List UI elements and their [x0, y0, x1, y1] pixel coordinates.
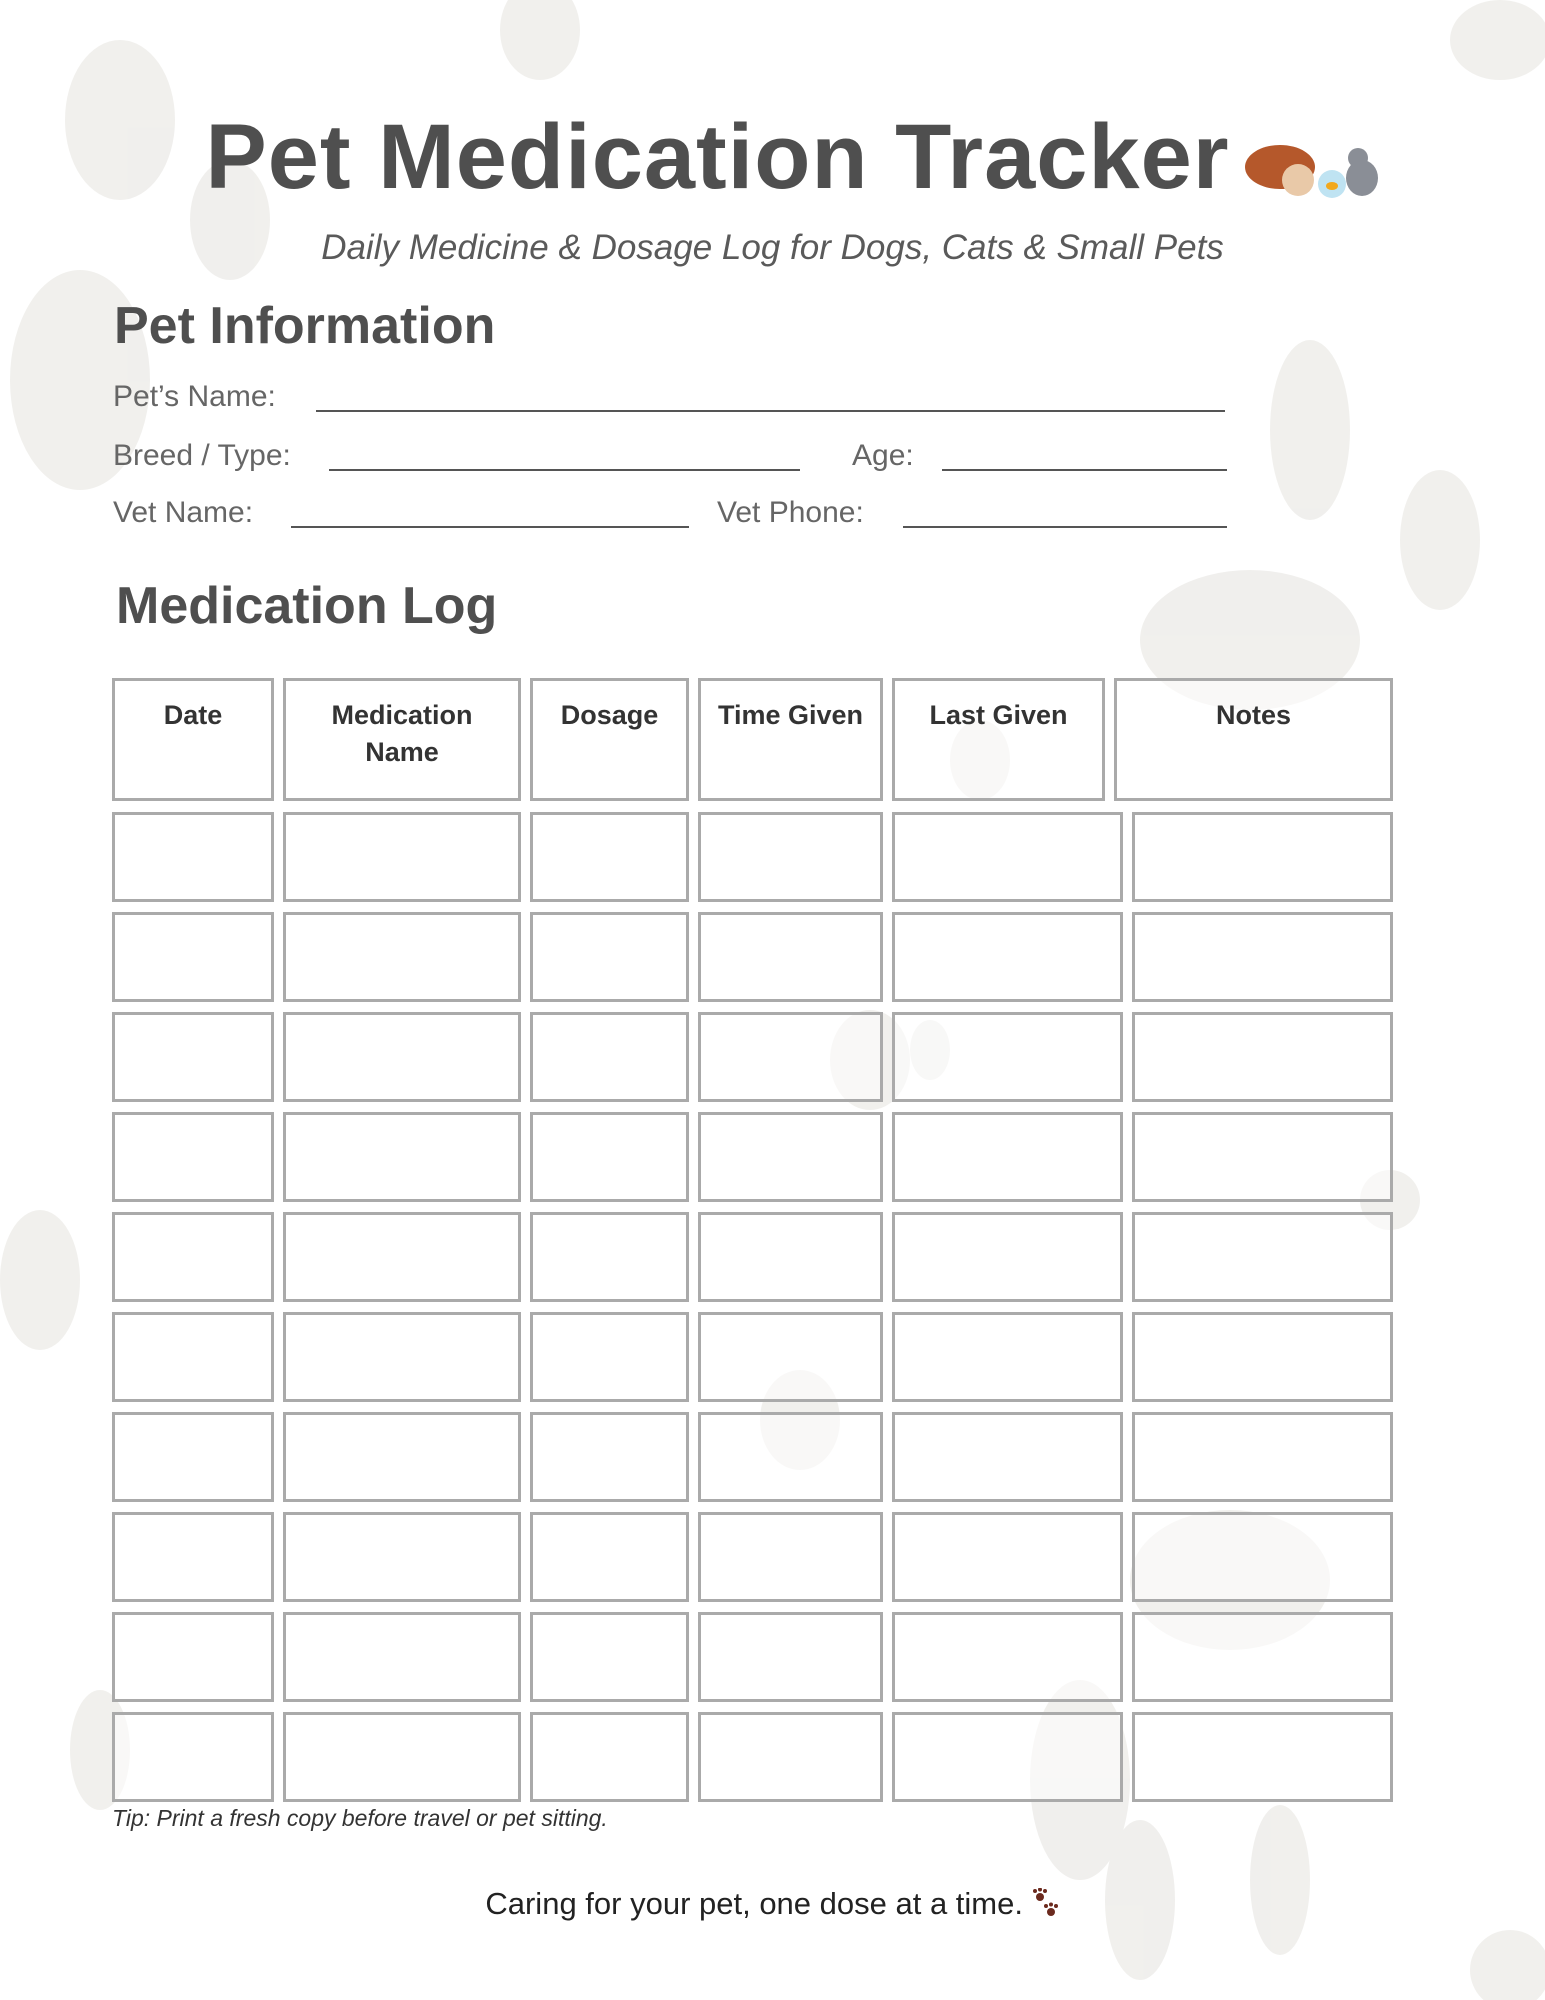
log-cell[interactable] — [698, 1112, 883, 1202]
log-cell[interactable] — [283, 1712, 521, 1802]
log-cell[interactable] — [530, 1012, 689, 1102]
vet-phone-field[interactable] — [903, 526, 1227, 528]
pet-name-label: Pet’s Name: — [113, 380, 276, 413]
log-cell[interactable] — [283, 1412, 521, 1502]
log-cell[interactable] — [112, 912, 274, 1002]
log-cell[interactable] — [530, 1712, 689, 1802]
log-cell[interactable] — [283, 1112, 521, 1202]
breed-field[interactable] — [329, 469, 800, 471]
vet-name-field[interactable] — [291, 526, 689, 528]
log-cell[interactable] — [698, 1712, 883, 1802]
log-cell[interactable] — [698, 1012, 883, 1102]
header-cell: Time Given — [698, 678, 883, 801]
log-cell[interactable] — [1132, 812, 1393, 902]
log-cell[interactable] — [112, 1612, 274, 1702]
log-cell[interactable] — [892, 1312, 1123, 1402]
log-cell[interactable] — [283, 1512, 521, 1602]
log-cell[interactable] — [283, 912, 521, 1002]
log-cell[interactable] — [530, 1312, 689, 1402]
log-cell[interactable] — [1132, 1012, 1393, 1102]
log-cell[interactable] — [892, 1512, 1123, 1602]
log-cell[interactable] — [892, 812, 1123, 902]
header-cell: Dosage — [530, 678, 689, 801]
log-cell[interactable] — [283, 1312, 521, 1402]
log-cell[interactable] — [698, 1412, 883, 1502]
pets-illustration-icon — [1245, 145, 1378, 198]
log-cell[interactable] — [892, 1112, 1123, 1202]
log-cell[interactable] — [530, 1612, 689, 1702]
subtitle: Daily Medicine & Dosage Log for Dogs, Ca… — [321, 228, 1224, 267]
log-cell[interactable] — [1132, 1212, 1393, 1302]
log-cell[interactable] — [283, 1612, 521, 1702]
log-cell[interactable] — [698, 1312, 883, 1402]
vet-phone-label: Vet Phone: — [717, 496, 864, 529]
log-cell[interactable] — [112, 1012, 274, 1102]
log-cell[interactable] — [1132, 912, 1393, 1002]
log-cell[interactable] — [892, 1012, 1123, 1102]
log-cell[interactable] — [892, 912, 1123, 1002]
log-cell[interactable] — [112, 1312, 274, 1402]
breed-label: Breed / Type: — [113, 439, 291, 472]
log-cell[interactable] — [283, 1212, 521, 1302]
tip-text: Tip: Print a fresh copy before travel or… — [112, 1805, 608, 1831]
log-cell[interactable] — [892, 1712, 1123, 1802]
header-cell: Last Given — [892, 678, 1105, 801]
header-cell: Date — [112, 678, 274, 801]
log-cell[interactable] — [112, 1712, 274, 1802]
log-cell[interactable] — [1132, 1412, 1393, 1502]
log-cell[interactable] — [1132, 1712, 1393, 1802]
log-cell[interactable] — [892, 1412, 1123, 1502]
log-cell[interactable] — [112, 1512, 274, 1602]
log-cell[interactable] — [530, 812, 689, 902]
header-cell: Notes — [1114, 678, 1393, 801]
log-cell[interactable] — [698, 1512, 883, 1602]
age-field[interactable] — [942, 469, 1227, 471]
log-cell[interactable] — [1132, 1512, 1393, 1602]
age-label: Age: — [852, 439, 914, 472]
log-cell[interactable] — [1132, 1312, 1393, 1402]
log-cell[interactable] — [112, 1112, 274, 1202]
header-cell: Medication Name — [283, 678, 521, 801]
log-cell[interactable] — [112, 812, 274, 902]
log-cell[interactable] — [530, 1512, 689, 1602]
log-cell[interactable] — [530, 912, 689, 1002]
paw-prints-icon — [1032, 1887, 1058, 1916]
page-title: Pet Medication Tracker — [205, 106, 1230, 208]
log-cell[interactable] — [283, 812, 521, 902]
log-cell[interactable] — [698, 812, 883, 902]
log-cell[interactable] — [698, 1612, 883, 1702]
log-cell[interactable] — [1132, 1112, 1393, 1202]
medication-log-heading: Medication Log — [116, 577, 498, 635]
log-cell[interactable] — [112, 1412, 274, 1502]
pet-name-field[interactable] — [316, 410, 1225, 412]
log-cell[interactable] — [112, 1212, 274, 1302]
log-cell[interactable] — [892, 1212, 1123, 1302]
footer-text: Caring for your pet, one dose at a time. — [485, 1886, 1023, 1921]
pet-information-heading: Pet Information — [114, 297, 496, 355]
log-cell[interactable] — [283, 1012, 521, 1102]
log-cell[interactable] — [530, 1412, 689, 1502]
log-cell[interactable] — [530, 1212, 689, 1302]
vet-name-label: Vet Name: — [113, 496, 254, 529]
log-cell[interactable] — [892, 1612, 1123, 1702]
footer: Caring for your pet, one dose at a time. — [0, 1886, 1545, 1922]
log-cell[interactable] — [698, 1212, 883, 1302]
log-cell[interactable] — [698, 912, 883, 1002]
log-cell[interactable] — [530, 1112, 689, 1202]
log-cell[interactable] — [1132, 1612, 1393, 1702]
